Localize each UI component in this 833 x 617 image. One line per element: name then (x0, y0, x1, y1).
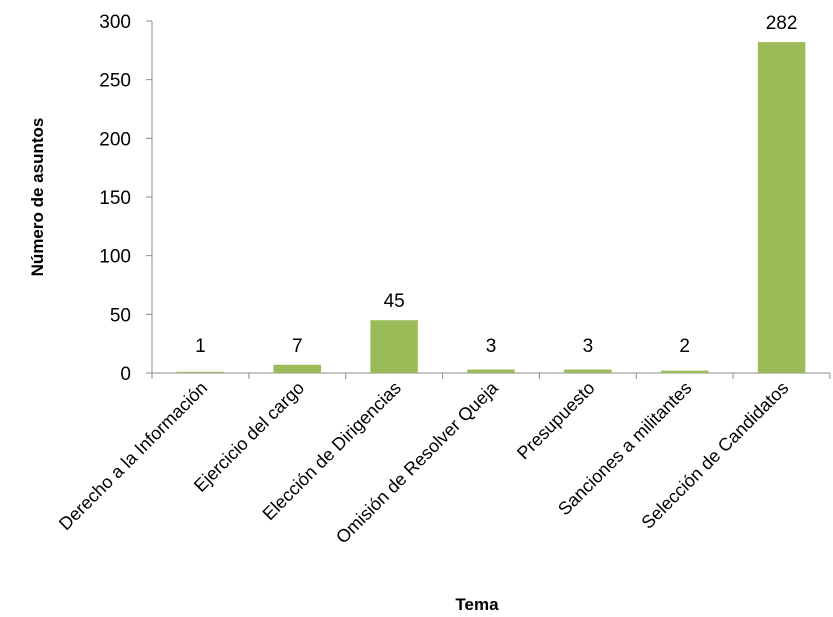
y-tick-label: 250 (99, 71, 131, 92)
category-label: Derecho a la Información (55, 378, 211, 534)
data-label: 1 (195, 336, 206, 357)
data-label: 3 (486, 336, 497, 357)
y-tick-label: 300 (99, 12, 131, 33)
x-axis (151, 372, 831, 379)
bar (176, 371, 225, 373)
y-axis-title: Número de asuntos (28, 118, 47, 277)
y-tick-label: 150 (99, 188, 131, 209)
category-label: Omisión de Resolver Queja (332, 377, 502, 547)
data-label: 282 (766, 13, 798, 34)
y-axis: 0 50 100 150 200 250 300 (99, 12, 153, 385)
y-tick-label: 200 (99, 129, 131, 150)
bar (273, 364, 322, 373)
x-axis-title: Tema (455, 595, 499, 614)
bar (660, 370, 709, 373)
bar (467, 369, 515, 373)
category-label: Presupuesto (513, 378, 599, 464)
data-label: 7 (292, 336, 303, 357)
y-tick-label: 0 (120, 364, 131, 385)
bar (757, 42, 806, 374)
bar (370, 320, 418, 373)
y-tick-label: 100 (99, 247, 131, 268)
bar (564, 369, 612, 373)
y-tick-label: 50 (110, 305, 131, 326)
bars (176, 42, 806, 374)
data-labels: 1 7 45 3 3 2 282 (195, 13, 797, 357)
data-label: 45 (384, 291, 405, 312)
data-label: 3 (583, 336, 594, 357)
data-label: 2 (679, 336, 690, 357)
